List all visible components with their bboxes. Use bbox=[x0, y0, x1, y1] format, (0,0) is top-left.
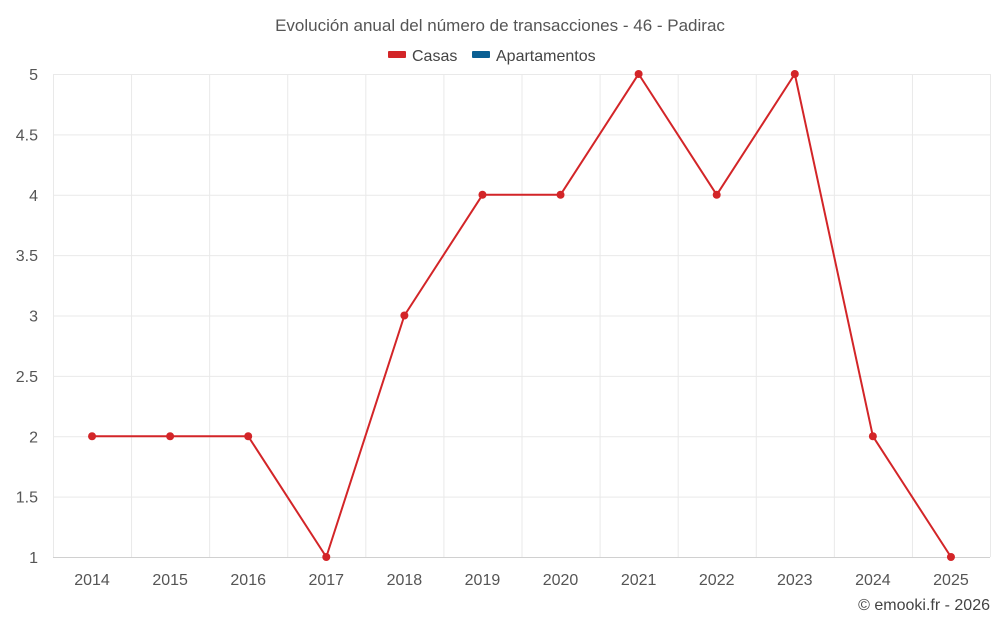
x-tick-label: 2016 bbox=[230, 572, 266, 589]
copyright-text: © emooki.fr - 2026 bbox=[858, 597, 990, 614]
y-tick-label: 1.5 bbox=[16, 490, 38, 507]
x-tick-label: 2015 bbox=[152, 572, 188, 589]
y-axis-ticks: 1 1.5 2 2.5 3 3.5 4 4.5 5 bbox=[16, 67, 38, 567]
data-point[interactable] bbox=[166, 432, 175, 441]
data-point[interactable] bbox=[868, 432, 877, 441]
legend-label-apartamentos: Apartamentos bbox=[496, 48, 596, 65]
y-tick-label: 2.5 bbox=[16, 369, 38, 386]
data-point[interactable] bbox=[400, 311, 409, 320]
legend-swatch-apartamentos bbox=[472, 51, 490, 58]
data-point[interactable] bbox=[712, 190, 721, 199]
x-tick-label: 2025 bbox=[933, 572, 969, 589]
series-line-casas bbox=[92, 73, 952, 558]
x-tick-label: 2017 bbox=[308, 572, 344, 589]
legend-item-casas[interactable]: Casas bbox=[388, 48, 457, 65]
chart-title: Evolución anual del número de transaccio… bbox=[275, 16, 725, 35]
legend-label-casas: Casas bbox=[412, 48, 457, 65]
data-point[interactable] bbox=[556, 190, 565, 199]
x-tick-label: 2018 bbox=[387, 572, 423, 589]
y-tick-label: 5 bbox=[29, 67, 38, 84]
x-tick-label: 2023 bbox=[777, 572, 813, 589]
legend-swatch-casas bbox=[388, 51, 406, 58]
series-layer bbox=[88, 70, 955, 561]
data-point[interactable] bbox=[244, 432, 253, 441]
x-tick-label: 2024 bbox=[855, 572, 891, 589]
x-gridlines bbox=[53, 74, 991, 557]
x-tick-label: 2020 bbox=[543, 572, 579, 589]
y-tick-label: 3 bbox=[29, 309, 38, 326]
x-tick-label: 2022 bbox=[699, 572, 735, 589]
data-point[interactable] bbox=[88, 432, 97, 441]
y-tick-label: 4.5 bbox=[16, 127, 38, 144]
data-point[interactable] bbox=[790, 70, 799, 78]
data-point[interactable] bbox=[322, 553, 331, 561]
x-tick-label: 2019 bbox=[465, 572, 501, 589]
x-tick-label: 2021 bbox=[621, 572, 657, 589]
x-axis-ticks: 2014 2015 2016 2017 2018 2019 2020 2021 2022 2023… bbox=[74, 572, 969, 589]
data-point[interactable] bbox=[946, 553, 955, 561]
data-point[interactable] bbox=[478, 190, 487, 199]
y-tick-label: 1 bbox=[29, 550, 38, 567]
data-point[interactable] bbox=[634, 70, 643, 78]
y-tick-label: 4 bbox=[29, 188, 38, 205]
x-tick-label: 2014 bbox=[74, 572, 110, 589]
legend: Casas Apartamentos bbox=[388, 48, 596, 65]
y-tick-label: 3.5 bbox=[16, 248, 38, 265]
y-tick-label: 2 bbox=[29, 429, 38, 446]
legend-item-apartamentos[interactable]: Apartamentos bbox=[472, 48, 596, 65]
